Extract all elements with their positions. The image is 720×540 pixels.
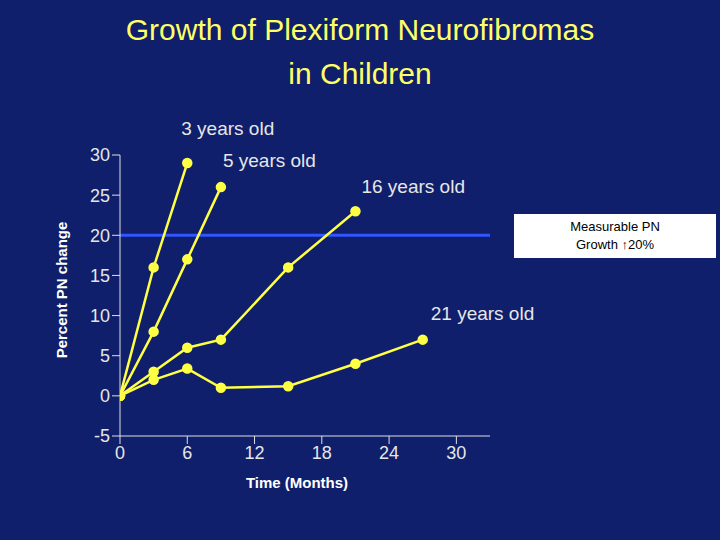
svg-text:0: 0 bbox=[100, 386, 110, 406]
svg-text:18: 18 bbox=[312, 443, 332, 463]
svg-text:21 years old: 21 years old bbox=[431, 303, 535, 324]
svg-text:25: 25 bbox=[90, 186, 110, 206]
html-text:Growth of Plexiform Neurofibro: Growth of Plexiform Neurofibromas in Chi… bbox=[125, 13, 595, 90]
html-text:Percent PN change: Percent PN change bbox=[53, 221, 70, 359]
svg-text:24: 24 bbox=[379, 443, 399, 463]
svg-text:12: 12 bbox=[245, 443, 265, 463]
html-text:Measurable PN: Measurable PN bbox=[570, 219, 660, 234]
svg-text:-5: -5 bbox=[94, 426, 110, 446]
svg-text:30: 30 bbox=[446, 443, 466, 463]
svg-text:5 years old: 5 years old bbox=[223, 150, 316, 171]
svg-text:5: 5 bbox=[100, 346, 110, 366]
svg-text:3 years old: 3 years old bbox=[181, 118, 274, 139]
svg-text:30: 30 bbox=[90, 145, 110, 165]
svg-text:15: 15 bbox=[90, 266, 110, 286]
html-text:Time (Months): Time (Months) bbox=[245, 474, 349, 491]
svg-text:20: 20 bbox=[90, 226, 110, 246]
svg-text:6: 6 bbox=[182, 443, 192, 463]
html-text:Growth ↑20%: Growth ↑20% bbox=[576, 237, 654, 252]
svg-text:0: 0 bbox=[115, 443, 125, 463]
svg-text:16 years old: 16 years old bbox=[361, 176, 465, 197]
svg-text:10: 10 bbox=[90, 306, 110, 326]
